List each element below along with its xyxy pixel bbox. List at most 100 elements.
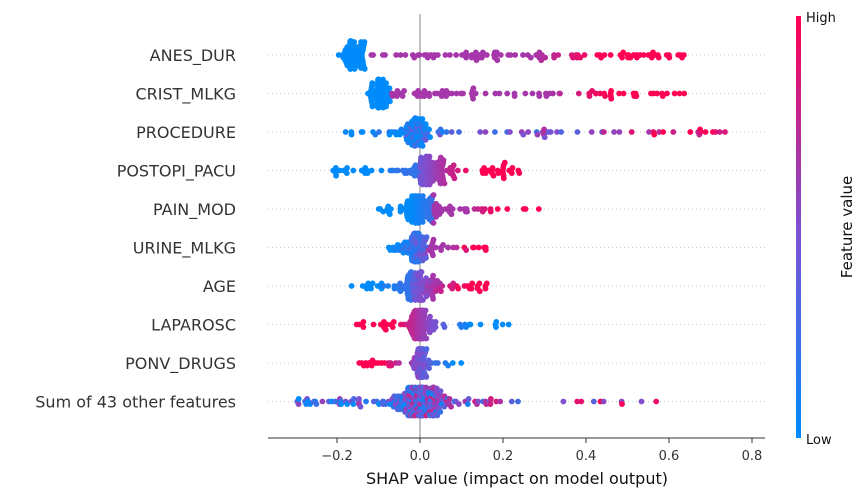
shap-point (441, 180, 448, 187)
shap-point (515, 398, 521, 405)
shap-point (492, 90, 499, 97)
shap-point (383, 103, 389, 110)
feature-label: PAIN_MOD (153, 200, 236, 220)
shap-point (453, 52, 459, 58)
shap-point (445, 244, 452, 251)
shap-point (295, 396, 302, 402)
shap-point (527, 54, 534, 61)
shap-point (448, 211, 455, 218)
shap-point (508, 170, 515, 177)
shap-point (402, 52, 409, 58)
shap-point (698, 129, 704, 135)
shap-point (439, 129, 446, 135)
shap-point (438, 247, 444, 254)
shap-point (453, 90, 460, 97)
shap-point (495, 170, 502, 177)
shap-point (558, 129, 564, 135)
shap-point (361, 66, 368, 72)
colorbar (796, 16, 801, 438)
x-axis-title: SHAP value (impact on model output) (366, 469, 668, 488)
shap-point (401, 88, 407, 94)
shap-point (464, 208, 470, 215)
shap-point (348, 131, 355, 138)
x-tick-label: 0.8 (742, 449, 763, 464)
shap-point (504, 206, 511, 212)
shap-point (497, 398, 504, 405)
shap-point (577, 54, 584, 61)
shap-point (522, 90, 529, 97)
shap-point (430, 192, 437, 198)
shap-point (483, 52, 490, 58)
shap-point (389, 324, 396, 330)
shap-point (619, 54, 625, 61)
shap-point (602, 93, 608, 99)
shap-point (638, 398, 645, 405)
shap-point (512, 52, 519, 58)
shap-point (420, 297, 426, 303)
shap-point (397, 52, 404, 58)
shap-point (449, 285, 456, 292)
x-tick-label: 0.6 (659, 449, 680, 464)
shap-point (475, 244, 482, 251)
shap-point (620, 49, 627, 56)
shap-point (440, 157, 447, 164)
feature-label: ANES_DUR (150, 46, 236, 66)
shap-point (426, 93, 433, 99)
shap-point (547, 129, 554, 135)
shap-point (608, 88, 614, 94)
shap-point (450, 162, 457, 169)
x-axis-ticks: −0.2 0.0 0.2 0.4 0.6 0.8 (321, 438, 762, 464)
colorbar-low-label: Low (806, 433, 832, 448)
shap-point (350, 167, 357, 174)
shap-point (462, 167, 469, 174)
shap-point (494, 206, 501, 212)
shap-point (619, 401, 625, 407)
shap-point (463, 52, 470, 58)
shap-point (456, 401, 462, 407)
shap-point (477, 129, 484, 135)
shap-point (449, 90, 455, 97)
shap-point (712, 129, 719, 135)
shap-point (385, 283, 391, 289)
shap-point (370, 52, 376, 58)
feature-label: POSTOPI_PACU (117, 162, 236, 182)
shap-point (600, 398, 607, 405)
shap-point (620, 90, 627, 97)
shap-point (496, 90, 503, 97)
shap-point (419, 219, 426, 225)
shap-point (437, 388, 444, 394)
shap-point (525, 129, 532, 135)
shap-point (554, 129, 560, 135)
feature-label: AGE (203, 277, 236, 296)
shap-point (483, 280, 490, 287)
shap-point (357, 403, 364, 410)
shap-point (653, 398, 660, 405)
shap-point (550, 90, 556, 97)
shap-point (313, 401, 320, 407)
shap-point (390, 319, 397, 325)
shap-point (588, 129, 595, 135)
shap-point (422, 307, 429, 314)
shap-point (660, 129, 667, 135)
shap-point (666, 54, 673, 61)
shap-point (423, 255, 429, 261)
shap-point (319, 398, 326, 405)
shap-point (494, 57, 501, 64)
shap-point (338, 401, 345, 407)
shap-point (482, 247, 489, 254)
shap-point (382, 326, 389, 333)
shap-point (465, 396, 472, 402)
shap-point (360, 319, 367, 325)
shap-point (369, 103, 376, 110)
shap-point (394, 93, 400, 99)
shap-point (432, 319, 439, 325)
shap-point (449, 360, 456, 366)
shap-point (437, 409, 444, 415)
shap-point (384, 321, 390, 328)
shap-point (681, 52, 687, 58)
shap-point (447, 52, 453, 58)
shap-point (449, 206, 456, 212)
shap-point (463, 247, 470, 254)
shap-point (399, 93, 406, 99)
shap-point (516, 170, 523, 177)
